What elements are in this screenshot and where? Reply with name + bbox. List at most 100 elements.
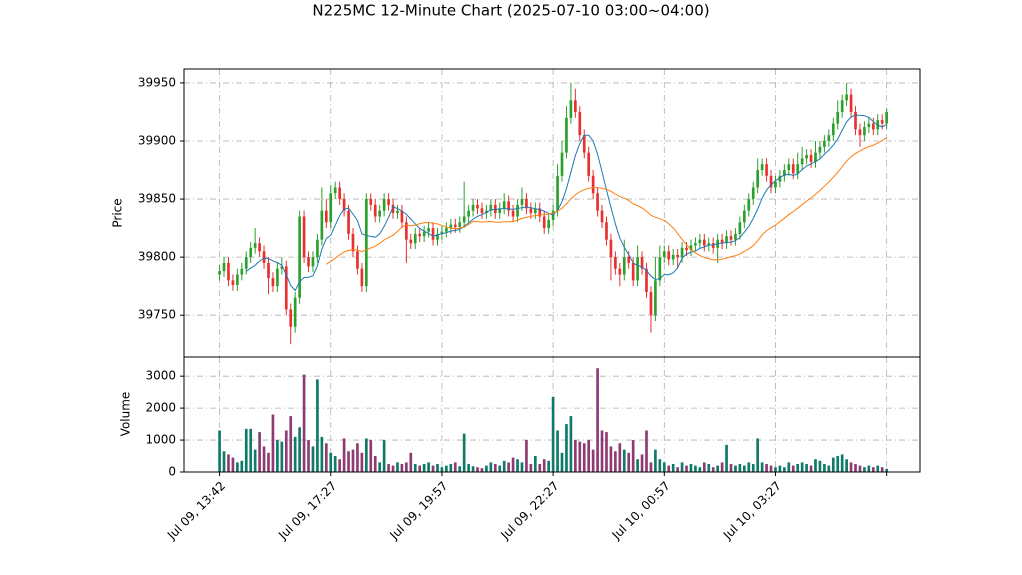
candle-body [258, 243, 261, 252]
volume-bar [493, 464, 497, 472]
candle-body [783, 170, 786, 176]
volume-bar [605, 432, 608, 472]
volume-axis-label: Volume [119, 392, 133, 437]
candle-body [671, 254, 675, 260]
candle-body [538, 208, 542, 217]
volume-bar [405, 462, 408, 472]
volume-bar [462, 433, 466, 472]
candle-body [453, 224, 457, 227]
candle-body [729, 236, 733, 240]
volume-bar [489, 462, 493, 472]
volume-bar [329, 452, 333, 472]
candle-body [418, 233, 422, 237]
candle-body [262, 251, 266, 263]
volume-bar [711, 467, 715, 472]
volume-bar [244, 428, 248, 472]
y-tick-label: 39800 [138, 250, 176, 264]
candle-body [440, 231, 444, 234]
volume-bar [729, 464, 733, 472]
volume-bar [698, 467, 702, 472]
volume-bar [253, 449, 257, 472]
candle-body [823, 141, 826, 147]
candle-body [400, 210, 404, 223]
candle-body [236, 274, 239, 285]
candle-body [689, 245, 693, 251]
candle-body [747, 199, 751, 211]
candle-body [369, 199, 373, 205]
volume-bar [662, 462, 666, 472]
volume-bar [640, 454, 644, 472]
volume-bar [880, 467, 884, 472]
volume-bar [849, 462, 853, 472]
x-tick-label: Jul 09, 22:27 [498, 479, 562, 543]
volume-bar [645, 430, 648, 472]
candle-body [445, 228, 448, 232]
volume-bar [578, 441, 582, 472]
volume-bar [307, 440, 310, 472]
candle-body [587, 152, 591, 176]
volume-bar [520, 462, 524, 472]
candle-body [649, 291, 653, 316]
candle-body [378, 210, 382, 217]
candle-body [462, 216, 466, 223]
volume-bar [836, 456, 840, 472]
candle-body [743, 210, 746, 223]
volume-bar [787, 462, 791, 472]
volume-bar [289, 416, 293, 472]
x-tick-label: Jul 09, 19:57 [386, 479, 450, 543]
volume-bar [707, 464, 711, 472]
candle-body [373, 204, 377, 217]
candle-body [489, 204, 493, 211]
candle-body [569, 100, 573, 118]
candle-body [867, 123, 871, 128]
volume-bar [885, 468, 888, 472]
candle-body [311, 257, 315, 267]
candle-body [667, 251, 671, 260]
volume-bar [533, 456, 537, 472]
candle-body [458, 222, 462, 227]
candle-body [449, 224, 453, 229]
x-tick-label: Jul 09, 13:42 [164, 479, 228, 543]
candle-body [289, 309, 293, 327]
candle-body [645, 268, 648, 292]
volume-bar [827, 465, 831, 472]
candle-body [476, 204, 479, 209]
volume-bar [240, 460, 244, 472]
volume-bar [480, 468, 484, 472]
candle-body [854, 111, 857, 130]
candle-body [818, 146, 822, 153]
candle-body [422, 231, 426, 237]
volume-bar [258, 432, 261, 472]
volume-bar [574, 440, 577, 472]
volume-bar [413, 464, 417, 472]
volume-bar [809, 465, 813, 472]
candle-body [760, 164, 764, 171]
volume-bar [756, 438, 760, 472]
volume-bar [324, 443, 328, 472]
volume-bar [525, 440, 528, 472]
volume-bar [511, 457, 515, 472]
volume-bar [445, 465, 448, 472]
candle-body [640, 257, 644, 269]
volume-bar [743, 465, 746, 472]
candle-body [805, 154, 808, 159]
candle-body [685, 247, 688, 251]
candle-body [796, 164, 800, 174]
volume-bar [867, 465, 871, 472]
candle-body [320, 210, 324, 240]
volume-bar [694, 465, 697, 472]
volume-bar [516, 459, 519, 472]
volume-bar [284, 430, 288, 472]
volume-bar [676, 467, 679, 472]
candle-body [405, 222, 408, 240]
volume-bar [556, 430, 559, 472]
volume-bar [333, 456, 337, 472]
candle-body [525, 199, 528, 209]
volume-bar [774, 467, 777, 472]
volume-bar [427, 462, 430, 472]
volume-bar [863, 467, 866, 472]
volume-bar [618, 443, 622, 472]
candle-body [800, 158, 804, 165]
candle-body [831, 123, 835, 136]
volume-bar [751, 464, 755, 472]
